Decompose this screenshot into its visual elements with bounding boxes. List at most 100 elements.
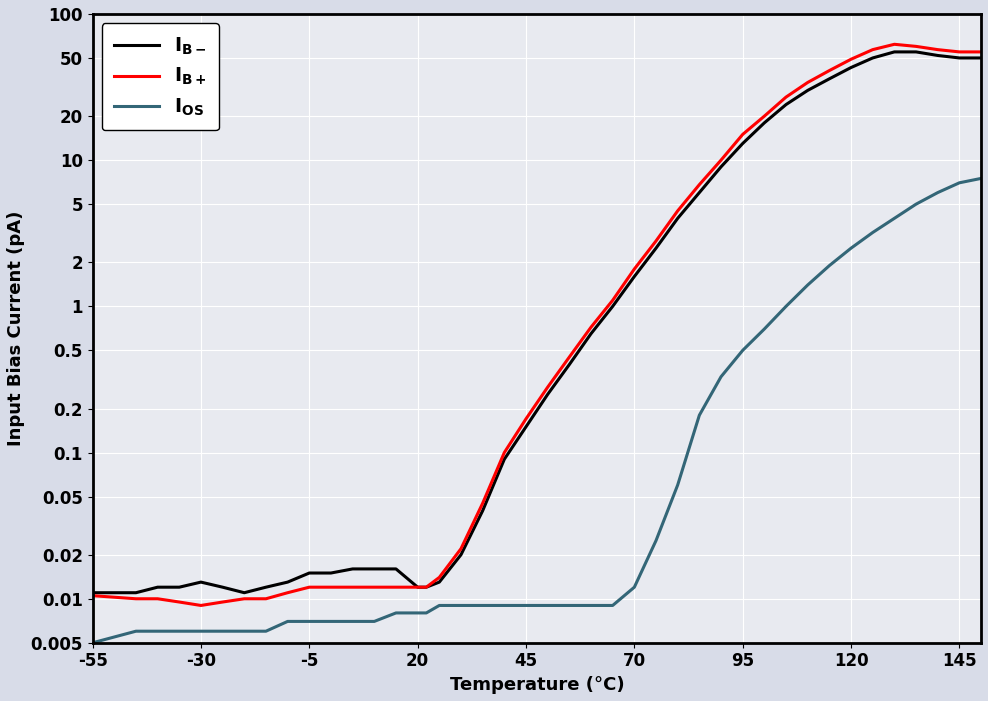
$I_{B-}$ (975, 54, 987, 62)
$I_{B-}$ (173, 583, 185, 592)
$I_{OS}$ (563, 601, 575, 610)
$I_{B+}$ (87, 592, 99, 600)
$I_{OS}$ (130, 627, 142, 635)
$I_{B-}$ (325, 569, 337, 577)
$I_{B-}$ (390, 565, 402, 573)
$I_{OS}$ (347, 617, 359, 625)
$I_{B+}$ (390, 583, 402, 592)
$I_{OS}$ (802, 281, 814, 290)
$I_{B-}$ (498, 455, 510, 463)
Line: $I_{OS}$: $I_{OS}$ (93, 179, 981, 643)
$I_{OS}$ (759, 325, 771, 333)
$I_{OS}$ (260, 627, 272, 635)
$I_{OS}$ (737, 346, 749, 355)
$I_{OS}$ (672, 481, 684, 489)
$I_{B+}$ (759, 112, 771, 121)
$I_{B-}$ (672, 214, 684, 222)
$I_{B+}$ (888, 40, 900, 48)
$I_{B-}$ (152, 583, 164, 592)
$I_{B+}$ (347, 583, 359, 592)
$I_{B+}$ (607, 296, 618, 304)
$I_{B-}$ (130, 589, 142, 597)
$I_{B+}$ (260, 594, 272, 603)
$I_{B+}$ (953, 48, 965, 56)
$I_{B-}$ (420, 583, 432, 592)
$I_{B-}$ (866, 54, 878, 62)
$I_{B-}$ (694, 189, 705, 197)
$I_{B+}$ (650, 237, 662, 245)
$I_{B-}$ (303, 569, 315, 577)
Line: $I_{B-}$: $I_{B-}$ (93, 52, 981, 593)
$I_{B+}$ (910, 42, 922, 50)
$I_{OS}$ (195, 627, 206, 635)
$I_{OS}$ (498, 601, 510, 610)
$I_{B-}$ (238, 589, 250, 597)
$I_{OS}$ (303, 617, 315, 625)
$I_{OS}$ (932, 189, 944, 197)
$I_{B+}$ (369, 583, 380, 592)
$I_{OS}$ (87, 639, 99, 647)
$I_{OS}$ (390, 608, 402, 617)
$I_{B+}$ (195, 601, 206, 610)
$I_{OS}$ (866, 229, 878, 237)
$I_{B+}$ (737, 130, 749, 139)
$I_{B+}$ (845, 55, 857, 64)
$I_{OS}$ (477, 601, 489, 610)
$I_{B-}$ (888, 48, 900, 56)
$I_{B+}$ (282, 589, 293, 597)
$I_{B-}$ (434, 578, 446, 586)
$I_{OS}$ (823, 261, 835, 270)
$I_{B+}$ (455, 545, 467, 553)
$I_{B-}$ (563, 360, 575, 369)
$I_{B+}$ (216, 598, 228, 606)
$I_{B+}$ (412, 583, 424, 592)
$I_{B+}$ (303, 583, 315, 592)
$I_{B-}$ (87, 589, 99, 597)
$I_{OS}$ (781, 302, 792, 311)
$I_{OS}$ (910, 200, 922, 208)
$I_{B+}$ (152, 594, 164, 603)
$I_{OS}$ (412, 608, 424, 617)
$I_{OS}$ (420, 608, 432, 617)
$I_{B-}$ (910, 48, 922, 56)
$I_{OS}$ (845, 244, 857, 252)
$I_{B+}$ (325, 583, 337, 592)
Y-axis label: Input Bias Current (pA): Input Bias Current (pA) (7, 211, 25, 446)
$I_{B-}$ (823, 74, 835, 83)
$I_{B-}$ (260, 583, 272, 592)
$I_{B-}$ (715, 163, 727, 171)
$I_{OS}$ (238, 627, 250, 635)
Legend: $\mathregular{I_{B-}}$, $\mathregular{I_{B+}}$, $\mathregular{I_{OS}}$: $\mathregular{I_{B-}}$, $\mathregular{I_… (102, 23, 219, 130)
$I_{OS}$ (541, 601, 553, 610)
$I_{B-}$ (195, 578, 206, 586)
$I_{B+}$ (563, 353, 575, 361)
Line: $I_{B+}$: $I_{B+}$ (93, 44, 981, 606)
$I_{OS}$ (585, 601, 597, 610)
$I_{B+}$ (866, 46, 878, 54)
$I_{B-}$ (347, 565, 359, 573)
$I_{B-}$ (369, 565, 380, 573)
$I_{B+}$ (628, 265, 640, 273)
$I_{B-}$ (455, 550, 467, 559)
$I_{B-}$ (953, 54, 965, 62)
$I_{B-}$ (216, 583, 228, 592)
$I_{B+}$ (238, 594, 250, 603)
$I_{B+}$ (932, 46, 944, 54)
$I_{B+}$ (585, 323, 597, 332)
X-axis label: Temperature (°C): Temperature (°C) (450, 676, 624, 694)
$I_{B-}$ (759, 118, 771, 127)
$I_{OS}$ (173, 627, 185, 635)
$I_{OS}$ (434, 601, 446, 610)
$I_{OS}$ (628, 583, 640, 592)
$I_{B-}$ (650, 244, 662, 252)
$I_{OS}$ (369, 617, 380, 625)
$I_{OS}$ (888, 214, 900, 222)
$I_{B+}$ (715, 156, 727, 164)
$I_{B+}$ (823, 67, 835, 75)
$I_{B+}$ (541, 383, 553, 391)
$I_{OS}$ (650, 536, 662, 545)
$I_{B+}$ (520, 415, 532, 423)
$I_{B+}$ (434, 573, 446, 582)
$I_{OS}$ (520, 601, 532, 610)
$I_{OS}$ (607, 601, 618, 610)
